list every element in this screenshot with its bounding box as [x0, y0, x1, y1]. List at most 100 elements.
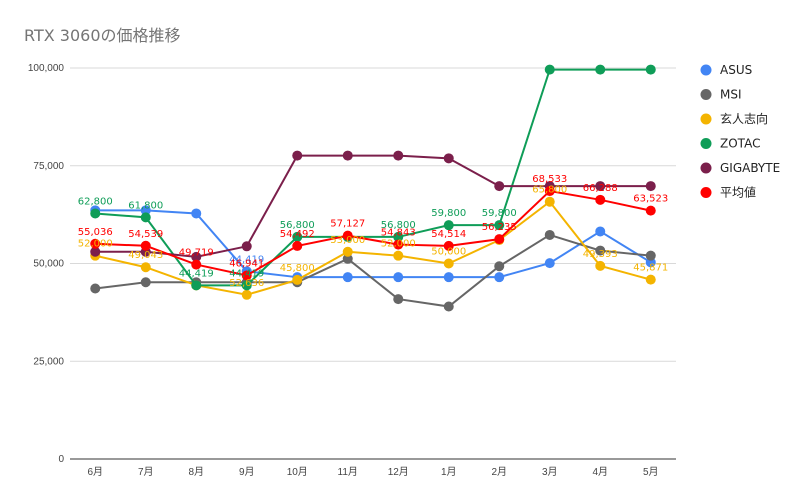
data-point [241, 241, 252, 252]
y-tick-label: 100,000 [28, 63, 65, 74]
series-line [95, 68, 651, 287]
data-point [393, 150, 404, 161]
data-point [443, 240, 454, 251]
x-tick-label: 1月 [441, 466, 457, 478]
data-label: 53,000 [330, 235, 365, 246]
legend-label: ASUS [720, 63, 752, 77]
data-point [443, 220, 454, 231]
data-point [544, 258, 555, 269]
data-point [342, 150, 353, 161]
data-point [544, 229, 555, 240]
y-tick-label: 0 [58, 454, 64, 465]
x-tick-label: 11月 [338, 466, 358, 478]
legend-marker [700, 138, 712, 149]
data-point [645, 250, 656, 261]
data-point [544, 186, 555, 197]
data-label: 54,492 [280, 229, 315, 240]
x-tick-label: 9月 [239, 466, 255, 478]
data-label: 56,235 [482, 222, 517, 233]
data-point [595, 226, 606, 237]
data-label: 45,871 [633, 263, 668, 274]
data-point [241, 270, 252, 281]
legend-marker [700, 187, 712, 198]
data-point [595, 245, 606, 256]
data-point [645, 64, 656, 75]
data-point [140, 240, 151, 251]
legend-label: ZOTAC [720, 137, 760, 151]
data-point [443, 272, 454, 283]
data-label: 55,036 [78, 227, 113, 238]
data-point [140, 212, 151, 223]
series-line [95, 200, 652, 296]
data-point [443, 153, 454, 164]
x-tick-label: 6月 [87, 466, 103, 478]
legend-label: MSI [720, 88, 742, 102]
data-point [342, 253, 353, 264]
data-label: 56,800 [280, 220, 315, 231]
legend-marker [700, 113, 712, 125]
legend-label: GIGABYTE [720, 161, 780, 175]
data-point [191, 251, 202, 262]
x-tick-label: 3月 [542, 466, 558, 478]
data-point [342, 246, 353, 257]
data-point [494, 261, 505, 272]
data-point [645, 181, 656, 192]
legend-label: 玄人志向 [720, 111, 768, 126]
data-point [494, 234, 505, 245]
data-point [645, 274, 656, 285]
data-point [645, 205, 656, 216]
data-label: 66,288 [583, 183, 618, 194]
data-label: 49,393 [583, 249, 618, 260]
data-point [595, 194, 606, 205]
data-point [393, 294, 404, 305]
data-label: 52,000 [78, 239, 113, 250]
series-line [95, 189, 651, 277]
y-tick-label: 75,000 [33, 161, 64, 172]
data-label: 49,043 [128, 250, 163, 261]
data-label: 61,800 [128, 200, 163, 211]
data-point [595, 181, 606, 192]
data-point [494, 181, 505, 192]
data-point [292, 240, 303, 251]
data-point [443, 258, 454, 269]
data-point [140, 277, 151, 288]
data-point [393, 272, 404, 283]
data-label: 49,719 [179, 248, 214, 259]
x-tick-label: 10月 [287, 466, 308, 478]
x-tick-label: 2月 [491, 466, 507, 478]
data-point [292, 150, 303, 161]
x-tick-label: 4月 [592, 466, 608, 478]
data-label: 46,941 [229, 258, 264, 269]
data-point [595, 260, 606, 271]
chart-title: RTX 3060の価格推移 [24, 26, 181, 45]
data-label: 52,000 [381, 239, 416, 250]
data-point [90, 246, 101, 257]
data-point [241, 280, 252, 291]
data-point [140, 205, 151, 216]
data-point [241, 289, 252, 300]
y-tick-label: 25,000 [33, 356, 64, 367]
data-label: 56,800 [381, 220, 416, 231]
series-line [95, 209, 652, 279]
data-point [494, 220, 505, 231]
data-point [292, 274, 303, 285]
data-point [191, 280, 202, 291]
data-point [443, 301, 454, 312]
data-point [393, 231, 404, 242]
data-label: 65,800 [532, 185, 567, 196]
data-point [292, 231, 303, 242]
data-point [595, 64, 606, 75]
x-tick-label: 12月 [388, 466, 409, 478]
data-point [544, 64, 555, 75]
data-point [90, 283, 101, 294]
data-label: 63,523 [633, 194, 668, 205]
data-label: 54,843 [381, 228, 416, 239]
data-label: 44,419 [229, 254, 264, 265]
data-point [342, 272, 353, 283]
legend-label: 平均値 [720, 185, 756, 200]
data-point [90, 208, 101, 219]
data-point [393, 250, 404, 261]
y-tick-label: 50,000 [33, 259, 64, 270]
data-label: 45,800 [280, 263, 315, 274]
data-label: 44,419 [179, 268, 214, 279]
